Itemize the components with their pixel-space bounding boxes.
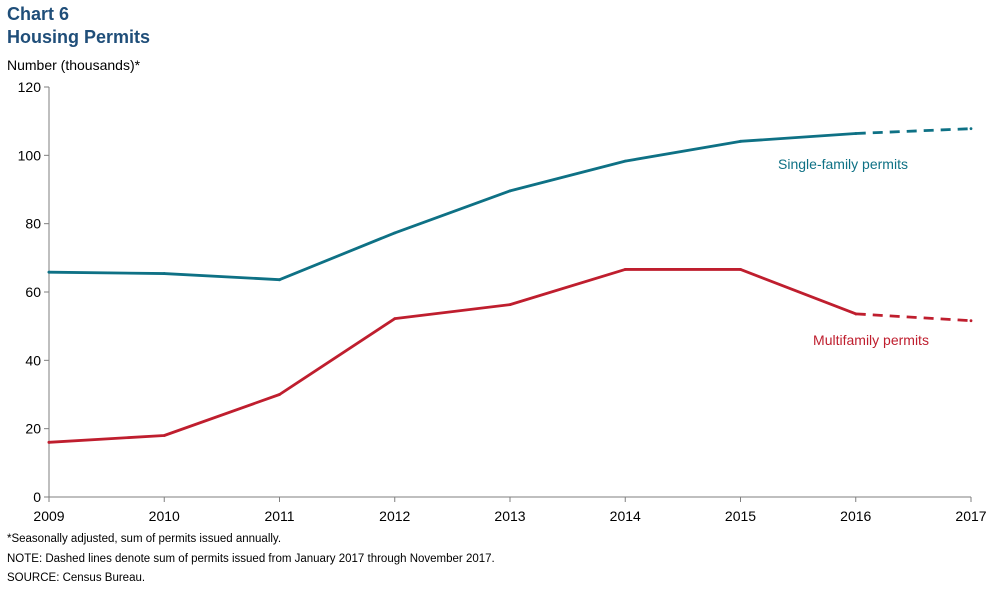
footnote-dashed-note: NOTE: Dashed lines denote sum of permits… — [7, 553, 495, 565]
series-point — [623, 268, 627, 271]
series-line-dashed — [855, 127, 972, 135]
series-label: Multifamily permits — [813, 332, 929, 348]
y-tick-label: 100 — [18, 147, 42, 163]
y-tick-label: 60 — [25, 284, 41, 300]
series-point — [393, 317, 397, 321]
x-tick-label: 2010 — [149, 508, 180, 524]
chart-number: Chart 6 — [7, 4, 70, 24]
series-point — [47, 270, 51, 274]
series-point — [969, 127, 973, 131]
series-line-dashed — [855, 312, 972, 323]
series-point — [739, 139, 742, 143]
x-tick-label: 2016 — [840, 508, 871, 524]
x-tick-label: 2014 — [610, 508, 641, 524]
series-point — [623, 159, 627, 163]
x-tick-label: 2013 — [494, 508, 525, 524]
y-tick-label: 120 — [18, 79, 42, 95]
x-tick-label: 2012 — [379, 508, 410, 524]
y-tick-label: 0 — [33, 489, 41, 505]
series-point — [393, 231, 397, 235]
footnote-seasonal: *Seasonally adjusted, sum of permits iss… — [7, 533, 282, 545]
series-point — [278, 278, 281, 282]
y-axis-label: Number (thousands)* — [7, 57, 141, 73]
series-line-solid — [47, 132, 858, 282]
series-point — [162, 272, 166, 275]
series-point — [854, 312, 858, 316]
y-tick-label: 20 — [25, 421, 41, 437]
series-point — [739, 268, 742, 271]
series-point — [508, 303, 512, 307]
y-tick-label: 80 — [25, 216, 41, 232]
series-label: Single-family permits — [778, 156, 908, 172]
series-point — [969, 319, 973, 323]
footnote-source: SOURCE: Census Bureau. — [7, 572, 146, 584]
x-tick-label: 2011 — [264, 508, 294, 524]
y-tick-label: 40 — [25, 352, 41, 368]
x-tick-label: 2009 — [33, 508, 64, 524]
x-tick-label: 2015 — [725, 508, 756, 524]
x-tick-label: 2017 — [955, 508, 986, 524]
series-point — [162, 434, 166, 437]
series-point — [508, 189, 512, 193]
series-point — [854, 132, 858, 135]
series-line-solid — [47, 268, 858, 444]
series-point — [47, 440, 51, 444]
chart-title: Housing Permits — [7, 27, 151, 47]
series-point — [278, 393, 281, 396]
